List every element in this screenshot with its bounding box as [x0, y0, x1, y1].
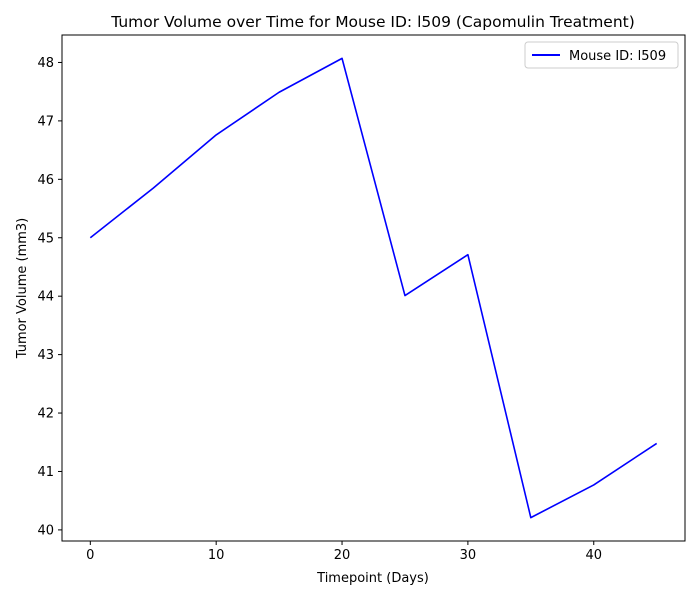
- y-tick-label: 46: [37, 173, 54, 188]
- x-axis-label: Timepoint (Days): [316, 571, 429, 586]
- y-tick-label: 45: [37, 231, 54, 246]
- x-tick-label: 30: [460, 548, 477, 563]
- series-layer: [89, 57, 658, 519]
- y-tick-label: 44: [37, 290, 54, 305]
- x-tick-label: 10: [208, 548, 225, 563]
- y-tick-label: 47: [37, 114, 54, 129]
- plot-area-frame: [61, 34, 686, 542]
- legend-entry-label: Mouse ID: l509: [569, 49, 666, 64]
- y-tick-label: 40: [37, 523, 54, 538]
- x-tick-label: 40: [585, 548, 602, 563]
- y-axis-label: Tumor Volume (mm3): [15, 218, 30, 360]
- y-tick-label: 43: [37, 348, 54, 363]
- legend-box: [524, 41, 679, 69]
- y-tick-label: 41: [37, 465, 54, 480]
- legend: Mouse ID: l509: [524, 41, 679, 69]
- y-tick-label: 48: [37, 56, 54, 71]
- y-axis-ticks: 40 41 42 43 44 45 46 47 48: [37, 56, 62, 538]
- x-tick-label: 0: [86, 548, 94, 563]
- y-tick-label: 42: [37, 407, 54, 422]
- x-tick-label: 20: [334, 548, 351, 563]
- series-line: [89, 57, 658, 519]
- chart-title: Tumor Volume over Time for Mouse ID: l50…: [110, 13, 635, 31]
- x-axis-ticks: 0 10 20 30 40: [86, 541, 602, 563]
